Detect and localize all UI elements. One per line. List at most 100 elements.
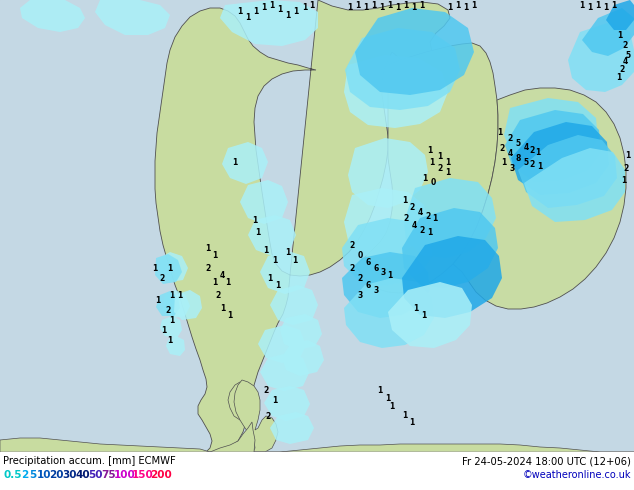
Text: 2: 2 bbox=[623, 164, 629, 172]
Polygon shape bbox=[356, 43, 498, 293]
Polygon shape bbox=[248, 215, 296, 256]
Polygon shape bbox=[220, 0, 318, 46]
Text: 2: 2 bbox=[358, 273, 363, 283]
Text: 2: 2 bbox=[21, 470, 29, 480]
Polygon shape bbox=[453, 88, 626, 309]
Polygon shape bbox=[505, 110, 601, 182]
Polygon shape bbox=[348, 138, 428, 208]
Polygon shape bbox=[270, 412, 314, 444]
Polygon shape bbox=[280, 314, 322, 350]
Polygon shape bbox=[402, 208, 498, 288]
Polygon shape bbox=[282, 340, 324, 376]
Polygon shape bbox=[402, 236, 502, 318]
Text: 1: 1 bbox=[356, 0, 361, 9]
Text: 1: 1 bbox=[604, 3, 609, 13]
Polygon shape bbox=[155, 0, 450, 452]
Text: 1: 1 bbox=[579, 0, 585, 9]
Text: 0.5: 0.5 bbox=[3, 470, 22, 480]
Text: 1: 1 bbox=[228, 311, 233, 319]
Text: 1: 1 bbox=[237, 7, 243, 17]
Text: 75: 75 bbox=[101, 470, 115, 480]
Text: 10: 10 bbox=[37, 470, 51, 480]
Text: 1: 1 bbox=[535, 147, 541, 156]
Text: 1: 1 bbox=[379, 3, 385, 13]
Text: 1: 1 bbox=[212, 277, 217, 287]
Polygon shape bbox=[582, 8, 634, 56]
Text: 1: 1 bbox=[448, 3, 453, 13]
Text: 6: 6 bbox=[365, 280, 371, 290]
Text: 1: 1 bbox=[422, 311, 427, 319]
Text: 5: 5 bbox=[625, 50, 631, 59]
Polygon shape bbox=[388, 282, 472, 348]
Text: 2: 2 bbox=[266, 412, 271, 420]
Polygon shape bbox=[260, 251, 310, 294]
Text: 1: 1 bbox=[309, 0, 314, 9]
Text: 1: 1 bbox=[387, 270, 392, 279]
Text: 5: 5 bbox=[29, 470, 36, 480]
Polygon shape bbox=[0, 422, 634, 452]
Text: 1: 1 bbox=[169, 291, 174, 299]
Text: 40: 40 bbox=[75, 470, 90, 480]
Text: 1: 1 bbox=[162, 325, 167, 335]
Text: 1: 1 bbox=[385, 393, 391, 402]
Text: 1: 1 bbox=[437, 151, 443, 161]
Text: 1: 1 bbox=[538, 162, 543, 171]
Text: 1: 1 bbox=[269, 0, 275, 9]
Text: 2: 2 bbox=[165, 305, 171, 315]
Text: 50: 50 bbox=[88, 470, 103, 480]
Text: 1: 1 bbox=[225, 277, 231, 287]
Polygon shape bbox=[344, 278, 434, 348]
Text: 2: 2 bbox=[349, 264, 354, 272]
Polygon shape bbox=[518, 135, 617, 208]
Text: 1: 1 bbox=[471, 0, 477, 9]
Text: 1: 1 bbox=[256, 227, 261, 237]
Polygon shape bbox=[260, 353, 309, 391]
Text: 2: 2 bbox=[263, 386, 269, 394]
Text: 2: 2 bbox=[529, 146, 534, 154]
Text: 1: 1 bbox=[294, 7, 299, 17]
Polygon shape bbox=[228, 382, 252, 420]
Polygon shape bbox=[342, 218, 432, 286]
Text: 2: 2 bbox=[205, 264, 210, 272]
Text: 1: 1 bbox=[152, 264, 158, 272]
Text: 1: 1 bbox=[625, 150, 631, 160]
Polygon shape bbox=[166, 336, 185, 356]
Text: 1: 1 bbox=[205, 244, 210, 252]
Text: 2: 2 bbox=[507, 133, 513, 143]
Text: 3: 3 bbox=[509, 164, 515, 172]
Text: ©weatheronline.co.uk: ©weatheronline.co.uk bbox=[522, 470, 631, 480]
Polygon shape bbox=[568, 22, 634, 92]
Text: 1: 1 bbox=[155, 295, 160, 304]
Text: 1: 1 bbox=[411, 3, 417, 13]
Polygon shape bbox=[342, 252, 430, 318]
Polygon shape bbox=[606, 0, 634, 30]
Polygon shape bbox=[20, 0, 85, 32]
Text: 1: 1 bbox=[611, 0, 617, 9]
Text: 1: 1 bbox=[212, 250, 217, 260]
Text: 4: 4 bbox=[219, 270, 224, 279]
Text: 1: 1 bbox=[587, 3, 593, 13]
Text: 1: 1 bbox=[252, 216, 257, 224]
Text: 1: 1 bbox=[445, 157, 451, 167]
Text: 1: 1 bbox=[261, 3, 267, 13]
Text: 1: 1 bbox=[396, 3, 401, 13]
Polygon shape bbox=[270, 285, 318, 325]
Polygon shape bbox=[163, 290, 190, 318]
Text: 1: 1 bbox=[419, 0, 425, 9]
Text: 1: 1 bbox=[273, 395, 278, 405]
Polygon shape bbox=[344, 55, 448, 128]
Polygon shape bbox=[160, 252, 188, 282]
Text: 2: 2 bbox=[529, 160, 534, 169]
Text: 1: 1 bbox=[455, 0, 461, 9]
Text: 2: 2 bbox=[425, 212, 430, 220]
Text: 150: 150 bbox=[132, 470, 154, 480]
Text: 1: 1 bbox=[427, 227, 432, 237]
Text: 1: 1 bbox=[410, 417, 415, 426]
Polygon shape bbox=[234, 380, 278, 452]
Text: 2: 2 bbox=[410, 202, 415, 212]
Text: 1: 1 bbox=[285, 10, 290, 20]
Text: 1: 1 bbox=[427, 146, 432, 154]
Text: 1: 1 bbox=[363, 3, 368, 13]
Text: 1: 1 bbox=[618, 30, 623, 40]
Text: 4: 4 bbox=[524, 143, 529, 151]
